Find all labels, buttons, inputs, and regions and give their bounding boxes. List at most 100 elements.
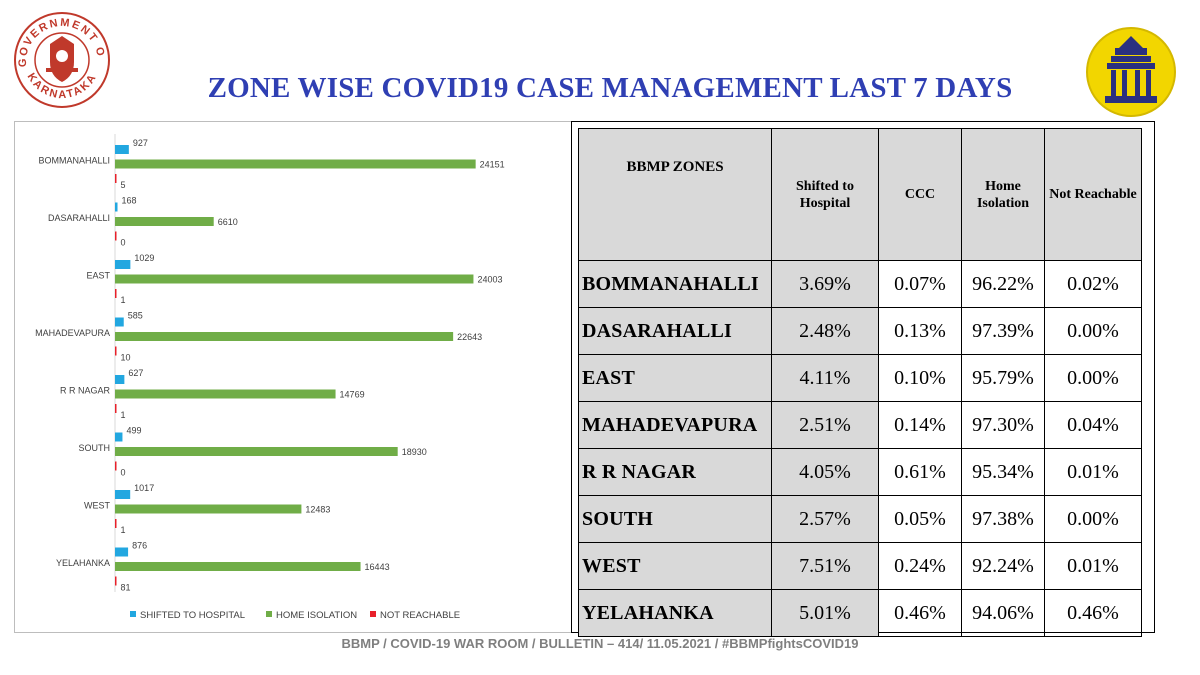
- category-label: DASARAHALLI: [48, 213, 110, 223]
- cell-zone: BOMMANAHALLI: [578, 260, 772, 308]
- data-label: 14769: [340, 390, 365, 400]
- data-label: 1: [121, 295, 126, 305]
- bar-home-isolation: [115, 504, 302, 514]
- cell-not-reachable: 0.01%: [1044, 542, 1142, 590]
- data-label: 0: [121, 468, 126, 478]
- table-row: EAST 4.11% 0.10% 95.79% 0.00%: [578, 354, 1142, 402]
- cell-shifted: 2.57%: [771, 495, 879, 543]
- cell-home: 92.24%: [961, 542, 1045, 590]
- data-label: 627: [128, 368, 143, 378]
- cell-shifted: 2.48%: [771, 307, 879, 355]
- cell-shifted: 3.69%: [771, 260, 879, 308]
- legend-label: HOME ISOLATION: [276, 610, 357, 621]
- category-label: WEST: [84, 501, 111, 511]
- cell-ccc: 0.24%: [878, 542, 962, 590]
- data-label: 18930: [402, 447, 427, 457]
- cell-home: 95.34%: [961, 448, 1045, 496]
- data-label: 12483: [305, 505, 330, 515]
- cell-ccc: 0.07%: [878, 260, 962, 308]
- header-ccc: CCC: [878, 128, 962, 261]
- data-label: 1029: [134, 253, 154, 263]
- data-label: 499: [126, 426, 141, 436]
- data-label: 1: [121, 525, 126, 535]
- header-bbmp-zones: BBMP ZONES: [578, 128, 772, 261]
- cell-home: 97.30%: [961, 401, 1045, 449]
- table-row: BOMMANAHALLI 3.69% 0.07% 96.22% 0.02%: [578, 260, 1142, 308]
- cell-ccc: 0.61%: [878, 448, 962, 496]
- header-home-isolation: Home Isolation: [961, 128, 1045, 261]
- zone-percent-table: BBMP ZONES Shifted to Hospital CCC Home …: [578, 128, 1142, 637]
- cell-home: 96.22%: [961, 260, 1045, 308]
- category-label: BOMMANAHALLI: [38, 156, 110, 166]
- footer-bulletin: BBMP / COVID-19 WAR ROOM / BULLETIN – 41…: [341, 636, 859, 651]
- cell-shifted: 5.01%: [771, 589, 879, 637]
- data-label: 0: [121, 238, 126, 248]
- data-label: 24003: [477, 275, 502, 285]
- zone-percent-table-panel: BBMP ZONES Shifted to Hospital CCC Home …: [571, 121, 1155, 637]
- cell-ccc: 0.14%: [878, 401, 962, 449]
- bar-shifted-to-hospital: [115, 202, 118, 212]
- karnataka-government-seal-icon: GOVERNMENT OF KARNATAKA: [8, 1, 112, 110]
- cell-shifted: 4.05%: [771, 448, 879, 496]
- cell-home: 97.39%: [961, 307, 1045, 355]
- data-label: 1: [121, 410, 126, 420]
- cell-not-reachable: 0.04%: [1044, 401, 1142, 449]
- cell-shifted: 4.11%: [771, 354, 879, 402]
- category-label: MAHADEVAPURA: [35, 328, 110, 338]
- data-label: 168: [122, 196, 137, 206]
- legend-swatch: [266, 611, 272, 617]
- bar-home-isolation: [115, 447, 398, 456]
- bar-home-isolation: [115, 217, 214, 226]
- cell-zone: EAST: [578, 354, 772, 402]
- cell-zone: MAHADEVAPURA: [578, 401, 772, 449]
- legend-swatch: [370, 611, 376, 617]
- cell-home: 94.06%: [961, 589, 1045, 637]
- cell-ccc: 0.05%: [878, 495, 962, 543]
- bbmp-emblem-icon: [1085, 26, 1177, 118]
- data-label: 16443: [365, 562, 390, 572]
- cell-ccc: 0.13%: [878, 307, 962, 355]
- table-header-row: BBMP ZONES Shifted to Hospital CCC Home …: [578, 128, 1142, 261]
- bar-not-reachable: [115, 346, 117, 356]
- table-row: DASARAHALLI 2.48% 0.13% 97.39% 0.00%: [578, 307, 1142, 355]
- cell-not-reachable: 0.00%: [1044, 495, 1142, 543]
- cell-not-reachable: 0.01%: [1044, 448, 1142, 496]
- chart-canvas: BOMMANAHALLI 927 24151 5 DASARAHALLI 168 6610 0…: [35, 134, 505, 621]
- cell-home: 97.38%: [961, 495, 1045, 543]
- bar-not-reachable: [115, 461, 117, 471]
- bar-shifted-to-hospital: [115, 145, 129, 154]
- bar-shifted-to-hospital: [115, 375, 125, 384]
- table-row: WEST 7.51% 0.24% 92.24% 0.01%: [578, 542, 1142, 590]
- table-row: SOUTH 2.57% 0.05% 97.38% 0.00%: [578, 495, 1142, 543]
- category-label: R R NAGAR: [60, 386, 111, 396]
- data-label: 24151: [480, 160, 505, 170]
- zone-bar-chart: BOMMANAHALLI 927 24151 5 DASARAHALLI 168 6610 0…: [14, 121, 573, 633]
- legend-swatch: [130, 611, 136, 617]
- bar-not-reachable: [115, 289, 117, 298]
- cell-zone: WEST: [578, 542, 772, 590]
- bar-home-isolation: [115, 274, 474, 284]
- table-row: MAHADEVAPURA 2.51% 0.14% 97.30% 0.04%: [578, 401, 1142, 449]
- data-label: 81: [121, 583, 131, 593]
- category-label: SOUTH: [79, 443, 111, 453]
- cell-not-reachable: 0.46%: [1044, 589, 1142, 637]
- cell-not-reachable: 0.02%: [1044, 260, 1142, 308]
- cell-shifted: 7.51%: [771, 542, 879, 590]
- category-label: YELAHANKA: [56, 558, 110, 568]
- header-not-reachable: Not Reachable: [1044, 128, 1142, 261]
- data-label: 22643: [457, 332, 482, 342]
- cell-not-reachable: 0.00%: [1044, 354, 1142, 402]
- bar-not-reachable: [115, 174, 117, 183]
- cell-not-reachable: 0.00%: [1044, 307, 1142, 355]
- cell-ccc: 0.46%: [878, 589, 962, 637]
- bar-shifted-to-hospital: [115, 490, 131, 499]
- bar-home-isolation: [115, 332, 454, 341]
- page-title: ZONE WISE COVID19 CASE MANAGEMENT LAST 7…: [207, 72, 1013, 104]
- bar-not-reachable: [115, 231, 117, 241]
- table-row: R R NAGAR 4.05% 0.61% 95.34% 0.01%: [578, 448, 1142, 496]
- cell-ccc: 0.10%: [878, 354, 962, 402]
- cell-zone: SOUTH: [578, 495, 772, 543]
- cell-shifted: 2.51%: [771, 401, 879, 449]
- data-label: 5: [121, 180, 126, 190]
- bar-not-reachable: [115, 576, 117, 586]
